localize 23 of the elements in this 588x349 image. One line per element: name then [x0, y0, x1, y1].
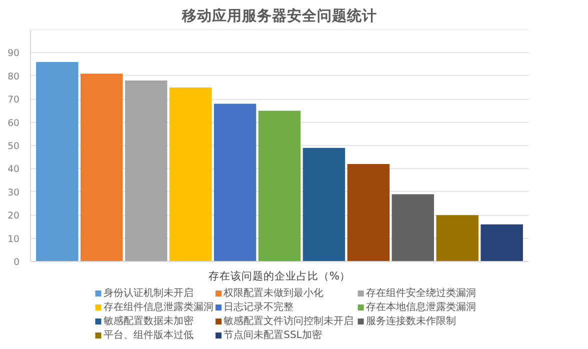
- legend-label: 敏感配置文件访问控制未开启: [224, 315, 354, 327]
- legend-label: 权限配置未做到最小化: [222, 287, 324, 299]
- legend-label: 节点间未配置SSL加密: [224, 329, 322, 341]
- x-axis-title: 存在该问题的企业占比（%）: [208, 270, 351, 282]
- y-tick-label: 30: [8, 187, 20, 198]
- legend-label: 存在组件安全绕过类漏洞: [366, 287, 476, 299]
- legend-label: 日志记录不完整: [224, 301, 294, 313]
- legend-label: 敏感配置数据未加密: [103, 315, 194, 327]
- y-tick-label: 80: [8, 71, 20, 82]
- y-tick-label: 70: [8, 94, 20, 106]
- chart-title: 移动应用服务器安全问题统计: [181, 6, 377, 24]
- legend-label: 服务连接数未作限制: [366, 315, 456, 327]
- legend-label: 身份认证机制未开启: [103, 287, 194, 299]
- y-tick-label: 50: [8, 141, 20, 152]
- y-tick-label: 60: [8, 118, 20, 129]
- y-tick-label: 10: [8, 234, 20, 245]
- y-tick-label: 0: [14, 257, 20, 268]
- y-tick-label: 20: [8, 210, 20, 222]
- legend-label: 存在本地信息泄露类漏洞: [366, 301, 476, 313]
- y-tick-label: 90: [8, 48, 20, 60]
- y-tick-label: 40: [8, 164, 20, 176]
- legend-label: 平台、组件版本过低: [103, 329, 194, 341]
- legend-label: 存在组件信息泄露类漏洞: [103, 301, 214, 313]
